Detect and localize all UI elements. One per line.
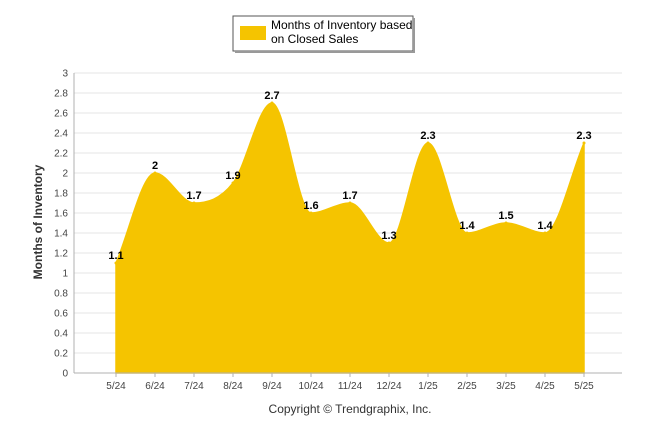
data-label: 1.3 <box>381 230 396 242</box>
x-tick-label: 9/24 <box>262 381 282 392</box>
data-label: 2 <box>152 160 158 172</box>
legend-swatch <box>240 26 266 40</box>
data-point <box>192 201 196 205</box>
y-tick-label: 0.4 <box>54 329 68 340</box>
data-label: 1.1 <box>108 250 123 262</box>
y-tick-label: 0.6 <box>54 309 68 320</box>
x-tick-label: 12/24 <box>376 381 401 392</box>
data-label: 1.9 <box>225 170 240 182</box>
data-point <box>153 171 157 175</box>
legend: Months of Inventory based on Closed Sale… <box>232 15 415 53</box>
data-label: 1.4 <box>459 220 475 232</box>
data-point <box>582 141 586 145</box>
data-point <box>270 101 274 105</box>
x-tick-label: 4/25 <box>535 381 555 392</box>
data-label: 1.4 <box>537 220 553 232</box>
y-tick-label: 1.2 <box>54 249 68 260</box>
y-tick-label: 0 <box>62 369 68 380</box>
y-axis-title: Months of Inventory <box>31 164 45 279</box>
x-tick-label: 3/25 <box>496 381 516 392</box>
data-label: 1.6 <box>303 200 318 212</box>
y-tick-label: 2.4 <box>54 129 68 140</box>
plot-area <box>115 102 585 374</box>
x-tick-label: 7/24 <box>184 381 204 392</box>
legend-line-1: Months of Inventory based <box>271 18 412 32</box>
x-tick-label: 2/25 <box>457 381 477 392</box>
data-point <box>387 241 391 245</box>
data-label: 2.7 <box>264 90 279 102</box>
y-tick-label: 0.2 <box>54 349 68 360</box>
data-labels: 1.1 2 1.7 1.9 2.7 1.6 1.7 1.3 2.3 1.4 1.5 1.4 2.3 <box>108 90 592 265</box>
data-point <box>504 221 508 225</box>
data-label: 1.7 <box>342 190 357 202</box>
data-label: 2.3 <box>420 130 435 142</box>
x-tick-label: 1/25 <box>418 381 438 392</box>
x-tick-label: 8/24 <box>223 381 243 392</box>
y-tick-label: 1 <box>62 269 68 280</box>
y-tick-label: 2.6 <box>54 109 68 120</box>
legend-line-2: on Closed Sales <box>271 32 358 46</box>
x-tick-label: 10/24 <box>298 381 323 392</box>
data-point <box>348 201 352 205</box>
y-tick-label: 2.8 <box>54 89 68 100</box>
y-tick-label: 2 <box>62 169 68 180</box>
y-tick-label: 1.4 <box>54 229 68 240</box>
x-tick-label: 11/24 <box>338 381 363 392</box>
legend-shadow-bottom <box>235 51 415 53</box>
data-point <box>114 261 118 265</box>
x-tick-labels: 5/24 6/24 7/24 8/24 9/24 10/24 11/24 12/24 1/25 2… <box>106 381 594 392</box>
x-tick-label: 5/24 <box>106 381 126 392</box>
data-point <box>426 141 430 145</box>
y-tick-label: 2.2 <box>54 149 68 160</box>
y-tick-label: 3 <box>62 69 68 80</box>
y-tick-label: 1.6 <box>54 209 68 220</box>
data-point <box>543 231 547 235</box>
x-tick-label: 6/24 <box>145 381 165 392</box>
y-tick-labels: 0 0.2 0.4 0.6 0.8 1 1.2 1.4 1.6 1.8 2 2.2 2.4 2.6 2.8 3 <box>54 69 68 380</box>
data-label: 1.7 <box>186 190 201 202</box>
copyright-footer: Copyright © Trendgraphix, Inc. <box>269 402 432 416</box>
x-tick-label: 5/25 <box>574 381 594 392</box>
data-point <box>231 181 235 185</box>
series-area <box>115 102 585 374</box>
data-label: 2.3 <box>576 130 591 142</box>
data-point <box>309 211 313 215</box>
data-point <box>465 231 469 235</box>
axes <box>73 73 622 377</box>
y-tick-label: 1.8 <box>54 189 68 200</box>
legend-shadow-right <box>413 18 415 53</box>
y-tick-label: 0.8 <box>54 289 68 300</box>
data-label: 1.5 <box>498 210 513 222</box>
